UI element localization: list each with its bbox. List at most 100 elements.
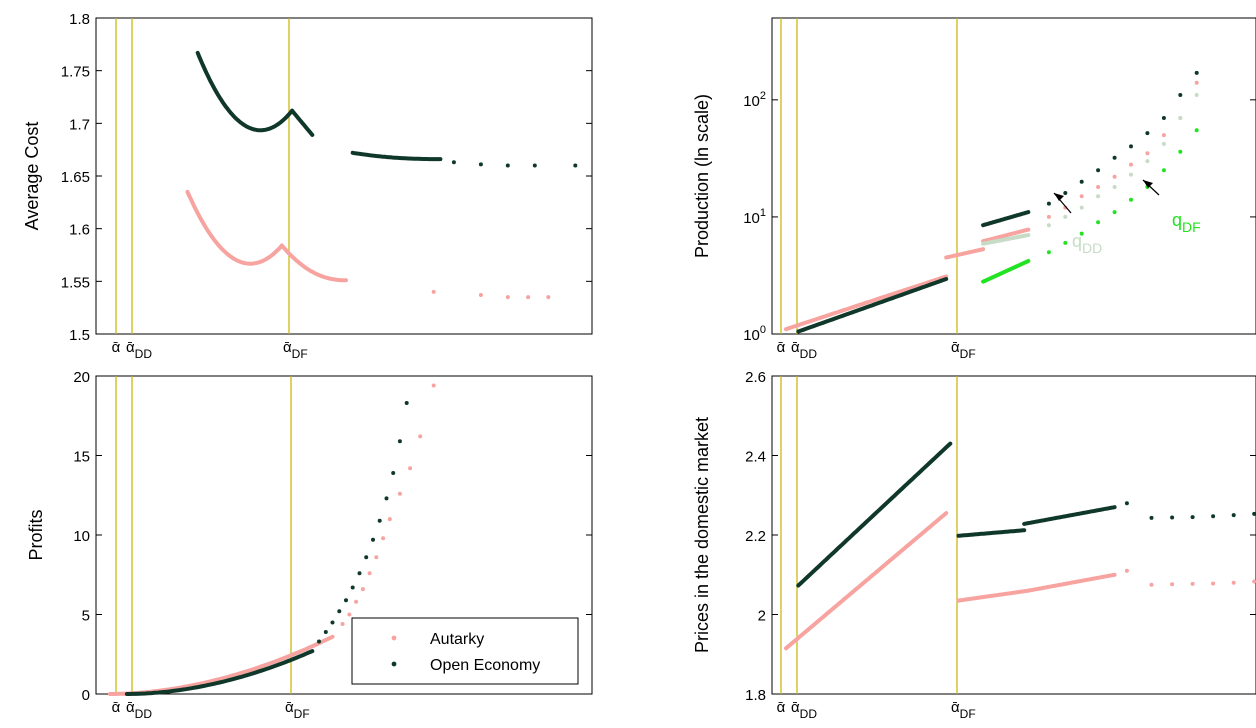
series-point bbox=[1190, 581, 1195, 586]
series-point bbox=[1079, 179, 1084, 184]
series-segment bbox=[185, 189, 284, 266]
legend-box bbox=[351, 617, 579, 685]
series-point bbox=[1145, 131, 1150, 136]
series-point bbox=[1046, 250, 1051, 255]
series-segment bbox=[981, 210, 1031, 228]
y-tick-label: 1.65 bbox=[61, 169, 90, 186]
series-point bbox=[347, 612, 352, 617]
prices-ylabel: Prices in the domestic market bbox=[692, 417, 712, 653]
y-tick-label: 2.6 bbox=[745, 369, 766, 386]
y-tick-exponent: 2 bbox=[760, 90, 766, 102]
prices-y-ticks: 1.8 2 2.2 2.4 2.6 ᾱ ᾱDD ᾱDF bbox=[745, 369, 1256, 721]
threshold-label: ᾱDD bbox=[126, 339, 152, 361]
threshold-subscript: DF bbox=[294, 707, 310, 721]
series-point bbox=[344, 598, 348, 603]
y-tick-label: 2.4 bbox=[745, 449, 766, 466]
series-point bbox=[360, 587, 365, 592]
threshold-label: ᾱDF bbox=[951, 339, 976, 361]
threshold-label: ᾱDF bbox=[283, 339, 308, 361]
production-ylabel: Production (ln scale) bbox=[692, 94, 712, 258]
series-point bbox=[532, 163, 537, 168]
series-point bbox=[354, 599, 359, 604]
series-point bbox=[1096, 185, 1101, 189]
series-point bbox=[1079, 231, 1084, 236]
series-point bbox=[1129, 172, 1133, 177]
series-point bbox=[404, 401, 409, 405]
series-point bbox=[408, 466, 413, 471]
series-point bbox=[1190, 515, 1195, 520]
series-point bbox=[371, 537, 375, 542]
series-point bbox=[377, 518, 382, 523]
series-point bbox=[1178, 149, 1183, 154]
y-tick-label: 101 bbox=[743, 207, 766, 227]
series-point bbox=[1211, 514, 1216, 519]
series-segment bbox=[290, 108, 315, 137]
series-point bbox=[337, 609, 342, 614]
series-point bbox=[381, 536, 386, 541]
y-tick-label: 1.7 bbox=[69, 116, 90, 133]
series-segment bbox=[981, 233, 1031, 246]
y-tick-label: 1.6 bbox=[69, 222, 90, 239]
average-cost-plot bbox=[115, 18, 578, 334]
series-point bbox=[1194, 93, 1199, 97]
threshold-label: ᾱ bbox=[112, 699, 121, 716]
series-point bbox=[1145, 151, 1150, 156]
y-tick-label: 1.8 bbox=[745, 687, 766, 704]
series-point bbox=[1194, 128, 1199, 133]
y-tick-label: 1.8 bbox=[69, 11, 90, 28]
average-cost-panel: 1.5 1.55 1.6 1.65 1.7 1.75 1.8 ᾱ ᾱDD ᾱDF Average … bbox=[22, 11, 593, 361]
threshold-label: ᾱDF bbox=[951, 699, 976, 721]
series-point bbox=[1096, 168, 1101, 173]
series-point bbox=[397, 439, 402, 444]
legend-marker bbox=[391, 635, 397, 641]
series-point bbox=[1112, 155, 1117, 160]
series-point bbox=[1129, 197, 1133, 202]
series-point bbox=[1063, 240, 1068, 245]
y-tick-exponent: 1 bbox=[760, 207, 766, 219]
series-point bbox=[478, 293, 483, 297]
legend-entry: Autarky bbox=[430, 631, 484, 648]
series-point bbox=[418, 434, 423, 439]
threshold-label: ᾱDD bbox=[791, 339, 817, 361]
series-point bbox=[357, 571, 362, 576]
threshold-subscript: DD bbox=[800, 707, 818, 721]
y-tick-label: 2.2 bbox=[745, 528, 766, 545]
annotation-arrowhead bbox=[1143, 180, 1153, 188]
series-point bbox=[1124, 501, 1129, 506]
series-point bbox=[1211, 581, 1216, 586]
series-segment bbox=[796, 277, 949, 334]
threshold-subscript: DF bbox=[960, 347, 976, 361]
series-point bbox=[526, 295, 531, 300]
y-tick-label: 20 bbox=[73, 369, 90, 386]
y-tick-label: 100 bbox=[743, 324, 766, 344]
series-point bbox=[1079, 205, 1084, 210]
series-segment bbox=[350, 150, 443, 162]
series-point bbox=[1252, 579, 1256, 584]
average-cost-y-ticks: 1.5 1.55 1.6 1.65 1.7 1.75 1.8 ᾱ ᾱDD ᾱDF bbox=[61, 11, 592, 361]
series-segment bbox=[1026, 572, 1117, 593]
prices-axes bbox=[771, 375, 1256, 695]
series-point bbox=[1161, 133, 1166, 138]
threshold-subscript: DD bbox=[135, 347, 153, 361]
series-point bbox=[1252, 511, 1256, 516]
series-segment bbox=[956, 588, 1031, 603]
series-point bbox=[1149, 582, 1154, 587]
annotation-label: qDD bbox=[1072, 231, 1102, 256]
y-tick-label: 2 bbox=[758, 608, 766, 625]
series-point bbox=[1194, 70, 1199, 75]
profits-panel: 0 5 10 15 20 ᾱ ᾱDD ᾱDF Autarky Open Economy Prof… bbox=[26, 369, 593, 721]
y-tick-label: 5 bbox=[82, 608, 90, 625]
series-point bbox=[1161, 116, 1166, 120]
series-point bbox=[374, 555, 379, 560]
series-point bbox=[384, 496, 389, 501]
series-point bbox=[1129, 144, 1133, 149]
series-point bbox=[505, 295, 510, 300]
threshold-subscript: DF bbox=[292, 347, 308, 361]
series-point bbox=[1124, 568, 1129, 573]
series-segment bbox=[796, 441, 953, 588]
series-point bbox=[1096, 220, 1101, 225]
y-tick-label: 10 bbox=[73, 528, 90, 545]
prices-plot bbox=[780, 376, 1256, 694]
series-point bbox=[1079, 194, 1084, 199]
